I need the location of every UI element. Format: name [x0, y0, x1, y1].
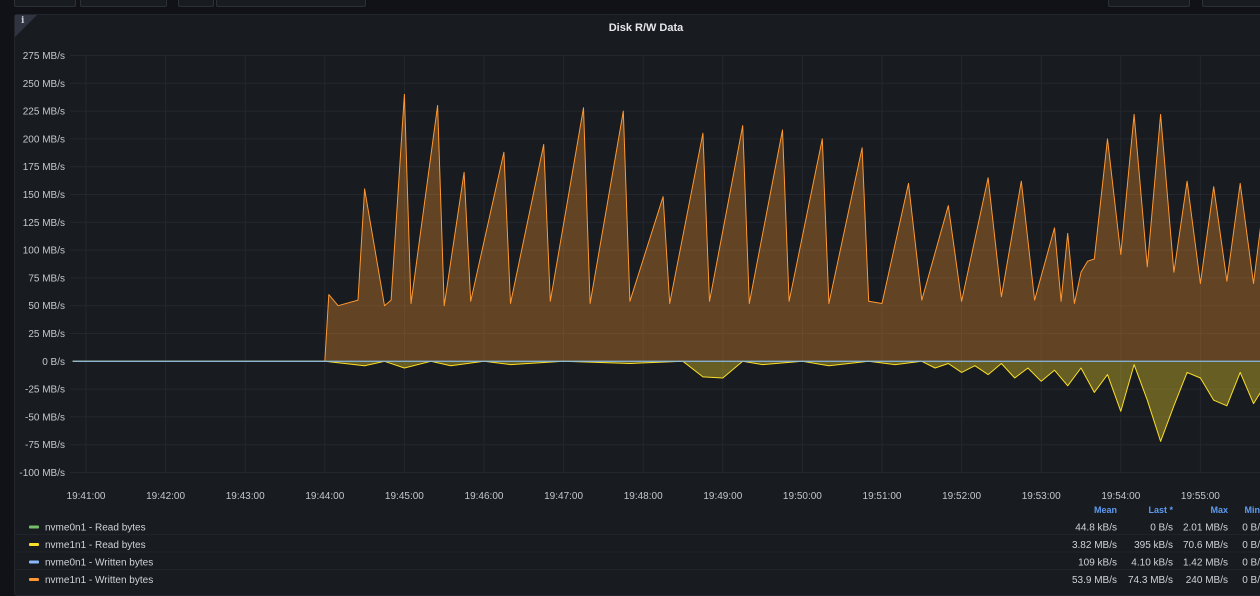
- legend-column-header: Mean: [1094, 505, 1117, 515]
- y-tick-label: 200 MB/s: [23, 134, 65, 145]
- legend-label: nvme0n1 - Read bytes: [45, 523, 146, 534]
- legend-stat: 395 kB/s: [1134, 540, 1173, 551]
- legend-stat: 0 B/: [1242, 540, 1260, 551]
- series-area-nvme1n1-written-bytes: [73, 94, 1260, 361]
- x-tick-label: 19:44:00: [305, 491, 344, 502]
- legend-stat: 74.3 MB/s: [1128, 575, 1173, 586]
- y-tick-label: 75 MB/s: [28, 273, 65, 284]
- y-tick-label: 250 MB/s: [23, 79, 65, 90]
- legend-column-header: Min: [1245, 505, 1260, 515]
- y-tick-label: -100 MB/s: [19, 468, 65, 479]
- y-tick-label: 25 MB/s: [28, 329, 65, 340]
- x-tick-label: 19:41:00: [67, 491, 106, 502]
- legend-stat: 2.01 MB/s: [1183, 523, 1228, 534]
- y-tick-label: 150 MB/s: [23, 190, 65, 201]
- x-tick-label: 19:42:00: [146, 491, 185, 502]
- legend-label: nvme1n1 - Read bytes: [45, 540, 146, 551]
- x-axis: 19:41:00 19:42:00 19:43:00 19:44:00 19:45:00…: [67, 491, 1221, 502]
- x-tick-label: 19:51:00: [863, 491, 902, 502]
- y-tick-label: 125 MB/s: [23, 218, 65, 229]
- x-tick-label: 19:53:00: [1022, 491, 1061, 502]
- legend-stat: 70.6 MB/s: [1183, 540, 1228, 551]
- legend-stat: 3.82 MB/s: [1072, 540, 1117, 551]
- x-tick-label: 19:43:00: [226, 491, 265, 502]
- legend-stat: 0 B/s: [1150, 523, 1173, 534]
- y-tick-label: 100 MB/s: [23, 246, 65, 257]
- y-tick-label: -75 MB/s: [25, 440, 65, 451]
- x-tick-label: 19:52:00: [942, 491, 981, 502]
- x-tick-label: 19:46:00: [465, 491, 504, 502]
- x-tick-label: 19:48:00: [624, 491, 663, 502]
- y-tick-label: 50 MB/s: [28, 301, 65, 312]
- y-tick-label: -50 MB/s: [25, 412, 65, 423]
- legend-stat: 1.42 MB/s: [1183, 558, 1228, 569]
- legend-stat: 4.10 kB/s: [1131, 558, 1173, 569]
- legend-label: nvme0n1 - Written bytes: [45, 558, 153, 569]
- series-area-nvme1n1-read-bytes: [73, 361, 1260, 441]
- x-tick-label: 19:54:00: [1101, 491, 1140, 502]
- legend-stat: 240 MB/s: [1186, 575, 1228, 586]
- legend-swatch-nvme1n1-written-bytes: [29, 578, 39, 581]
- x-tick-label: 19:55:00: [1181, 491, 1220, 502]
- y-tick-label: -25 MB/s: [25, 385, 65, 396]
- x-tick-label: 19:49:00: [703, 491, 742, 502]
- legend-stat: 44.8 kB/s: [1075, 523, 1117, 534]
- legend-stat: 0 B/: [1242, 575, 1260, 586]
- y-tick-label: 0 B/s: [42, 357, 65, 368]
- y-axis: 275 MB/s 250 MB/s 225 MB/s 200 MB/s 175 MB/s…: [19, 51, 65, 479]
- legend-stat: 109 kB/s: [1078, 558, 1117, 569]
- legend-stat: 53.9 MB/s: [1072, 575, 1117, 586]
- legend-column-header: Last *: [1148, 505, 1173, 515]
- x-tick-label: 19:50:00: [783, 491, 822, 502]
- y-tick-label: 275 MB/s: [23, 51, 65, 62]
- chart-legend: Mean Last * Max Min nvme0n1 - Read bytes 44.8…: [14, 505, 1260, 586]
- x-tick-label: 19:45:00: [385, 491, 424, 502]
- y-tick-label: 225 MB/s: [23, 107, 65, 118]
- legend-swatch-nvme1n1-read-bytes: [29, 543, 39, 546]
- y-tick-label: 175 MB/s: [23, 162, 65, 173]
- x-tick-label: 19:47:00: [544, 491, 583, 502]
- legend-stat: 0 B/: [1242, 558, 1260, 569]
- legend-swatch-nvme0n1-read-bytes: [29, 526, 39, 529]
- legend-stat: 0 B/: [1242, 523, 1260, 534]
- legend-column-header: Max: [1210, 505, 1228, 515]
- legend-label: nvme1n1 - Written bytes: [45, 575, 153, 586]
- legend-swatch-nvme0n1-written-bytes: [29, 561, 39, 564]
- series-line-nvme1n1-read-bytes: [73, 361, 1260, 441]
